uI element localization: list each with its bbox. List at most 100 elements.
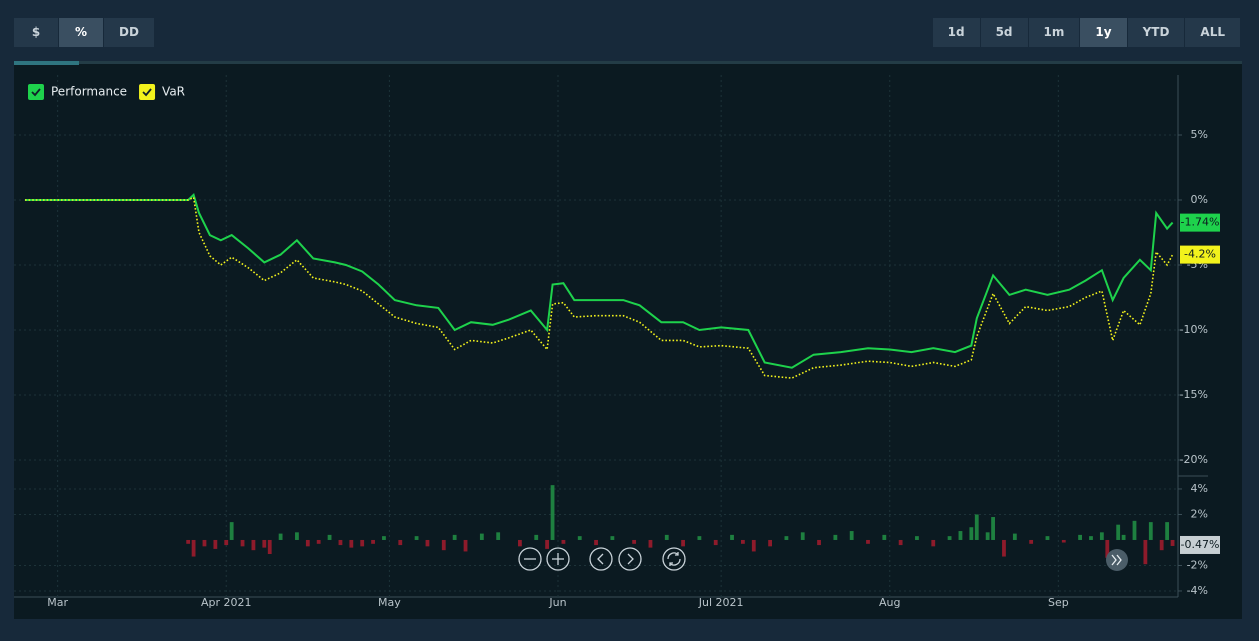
return-bar [985,532,990,540]
last-value-tag: -1.74% [1180,213,1220,232]
legend-item[interactable]: Performance [28,84,127,100]
return-bar [648,539,653,548]
range-button[interactable]: 1m [1028,18,1080,47]
return-bar [713,539,718,546]
plot-background [14,62,1242,619]
y-tick-label: 2% [1191,507,1208,520]
unit-toolbar: $% DD [14,18,154,47]
unit-button[interactable]: DD [104,18,154,47]
legend-item[interactable]: VaR [139,84,185,100]
range-button[interactable]: 5d [980,18,1028,47]
unit-button[interactable]: % [59,18,103,47]
return-bar [800,532,805,540]
legend-label: Performance [51,85,127,99]
range-button[interactable]: YTD [1127,18,1185,47]
legend-check [142,88,152,97]
return-bar [1105,539,1110,558]
y-tick-label: -10% [1180,323,1208,336]
return-bar [697,536,702,540]
return-bar [425,539,430,547]
range-button[interactable]: 1y [1080,18,1127,47]
return-bar [327,534,332,540]
return-bar [768,539,773,547]
last-value-box [1180,245,1220,264]
return-bar [441,539,446,551]
return-bar [278,533,283,540]
return-bar [784,536,789,540]
return-bar [1078,534,1083,540]
return-bar [224,539,229,546]
return-bar [371,539,375,544]
return-bar [681,539,685,547]
return-bar [849,531,854,540]
series-line [25,192,1174,369]
return-bar [295,532,299,540]
legend-label: VaR [162,85,185,99]
return-bar [958,531,963,540]
return-bar [452,534,457,540]
return-bar [1148,522,1153,540]
range-button[interactable]: ALL [1185,18,1240,47]
grid-layer: Mar Apr 2021 May Jun Jul 2021 Aug Sep5%0%-5%-1… [14,75,1208,609]
return-bar [664,534,669,540]
return-bar [1045,536,1050,540]
reset-button[interactable] [662,547,686,571]
return-bar [1132,520,1137,540]
marks-layer: -1.74% -4.2% -0.47% [25,192,1220,565]
last-value-label: -1.74% [1181,216,1220,229]
legend-checkbox [139,84,156,100]
return-bar [741,539,745,544]
panel-border [14,61,1242,64]
return-bar [240,539,245,547]
x-tick-label: Mar [47,596,68,609]
return-bar [931,539,936,547]
return-bar [338,539,343,546]
return-bar [213,539,218,549]
panel-tab [14,61,79,65]
legend-checkbox [28,84,44,100]
return-bar [974,514,979,540]
return-bar [251,539,256,551]
zoom-in-button[interactable] [546,547,570,571]
range-button[interactable]: 1d [932,18,980,47]
return-bar [1143,539,1148,565]
return-bar [262,539,267,548]
return-bar [1089,536,1093,540]
return-bar [730,534,734,540]
return-bar [866,539,870,544]
y-tick-label: -2% [1187,558,1208,571]
return-bar [414,536,419,540]
x-tick-label: May [378,596,401,609]
legend-check [31,88,41,97]
return-bar [632,539,637,544]
unit-button[interactable]: $ [14,18,58,47]
return-bar [550,485,555,540]
y-tick-label: 5% [1191,128,1208,141]
return-bar [398,539,403,546]
zoom-out-button[interactable] [518,547,542,571]
return-bar [1012,533,1017,540]
return-bar [594,539,598,546]
scroll-right-button[interactable] [618,547,642,571]
x-tick-label: Jun [548,596,566,609]
range-toolbar: 1d 5d 1m 1y YTD ALL [932,18,1240,47]
last-value-tag: -4.2% [1180,245,1220,264]
last-value-box [1180,213,1220,232]
return-bar [545,539,550,549]
return-bar [1099,532,1104,540]
series-line [25,196,1174,379]
return-bar [305,539,310,547]
return-bar [882,534,887,540]
y-tick-label: 4% [1191,482,1208,495]
return-bar [969,527,974,540]
scroll-end-button[interactable] [1106,549,1128,571]
return-bar [1029,539,1034,544]
return-bar [191,539,196,557]
scroll-left-button[interactable] [589,547,613,571]
y-tick-label: -4% [1187,584,1208,597]
last-value-box [1180,535,1220,554]
return-bar [610,536,615,540]
return-bar [1121,534,1126,540]
